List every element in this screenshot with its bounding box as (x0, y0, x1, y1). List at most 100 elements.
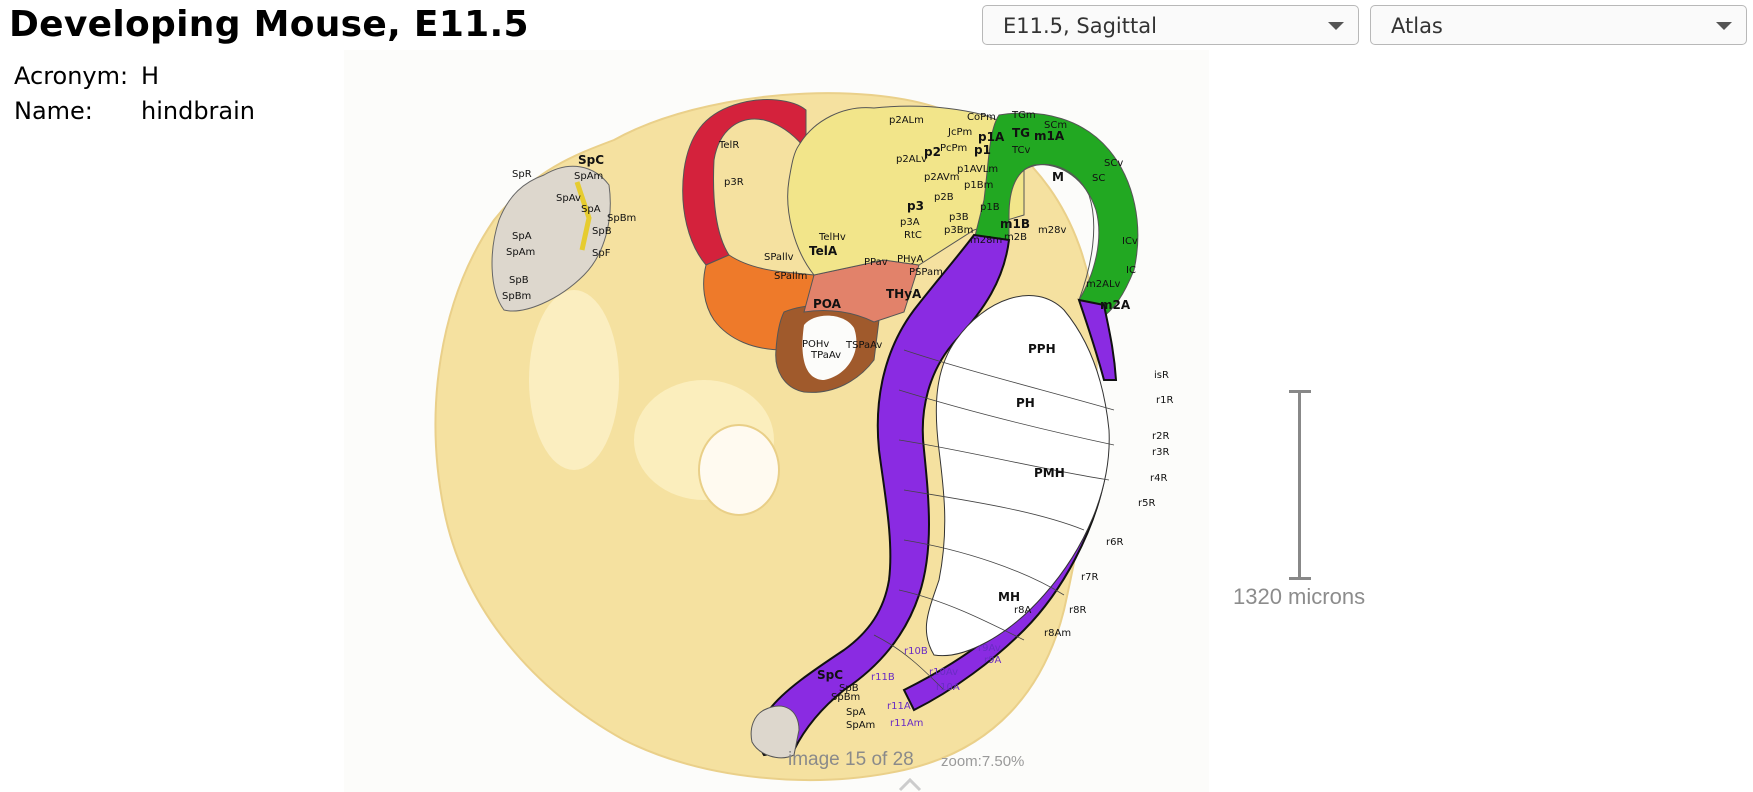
svg-text:SpAm: SpAm (846, 720, 875, 731)
svg-text:m1B: m1B (1000, 217, 1030, 231)
atlas-image-viewer[interactable]: TelR p3R p2ALm CoPm TGm SCm JcPm p1A m1A… (344, 50, 1209, 792)
svg-text:SCv: SCv (1104, 158, 1123, 169)
svg-text:SpAv: SpAv (556, 193, 581, 204)
view-select[interactable]: Atlas (1370, 5, 1747, 45)
svg-text:TSPaAv: TSPaAv (845, 340, 882, 351)
svg-text:p1Bm: p1Bm (964, 180, 993, 191)
page-title: Developing Mouse, E11.5 (9, 4, 529, 45)
svg-text:M: M (1052, 170, 1064, 184)
hindbrain-lumen (925, 295, 1110, 657)
scale-bar-line (1298, 390, 1301, 580)
svg-text:m28v: m28v (1038, 225, 1066, 236)
scale-bar-cap-top (1289, 390, 1311, 393)
spinal-section-upper (491, 165, 611, 312)
svg-text:r8Am: r8Am (1044, 628, 1071, 639)
svg-text:p2ALv: p2ALv (896, 154, 927, 165)
atlas-image: TelR p3R p2ALm CoPm TGm SCm JcPm p1A m1A… (434, 92, 1173, 781)
svg-text:PHyA: PHyA (897, 254, 923, 265)
spinal-section-lower (750, 705, 800, 759)
name-label: Name: (14, 97, 93, 125)
svg-text:r11Am: r11Am (890, 718, 923, 729)
svg-text:IC: IC (1126, 265, 1136, 276)
svg-text:PMH: PMH (1034, 466, 1065, 480)
svg-text:r4R: r4R (1150, 473, 1167, 484)
acronym-value: H (141, 62, 160, 90)
svg-text:SPallm: SPallm (774, 271, 807, 282)
svg-text:r2R: r2R (1152, 431, 1169, 442)
svg-text:r6R: r6R (1106, 537, 1123, 548)
chevron-up-icon[interactable] (898, 776, 922, 792)
svg-text:SpA: SpA (512, 231, 532, 242)
svg-text:ICv: ICv (1122, 236, 1138, 247)
svg-text:r5R: r5R (1138, 498, 1155, 509)
svg-text:SpB: SpB (592, 226, 612, 237)
svg-text:SCm: SCm (1044, 120, 1067, 131)
svg-text:m1A: m1A (1034, 129, 1065, 143)
svg-text:TelR: TelR (718, 140, 739, 151)
section-select[interactable]: E11.5, Sagittal (982, 5, 1359, 45)
spinal-roof (574, 181, 592, 251)
scale-bar-label: 1320 microns (1233, 584, 1366, 609)
section-select-value: E11.5, Sagittal (1003, 14, 1157, 38)
tissue-region (529, 290, 619, 470)
prosomere-region (787, 105, 1025, 276)
svg-text:p3A: p3A (900, 217, 920, 228)
svg-text:SpBm: SpBm (502, 291, 531, 302)
svg-text:m2A: m2A (1100, 298, 1131, 312)
zoom-level: zoom:7.50% (941, 753, 1025, 770)
svg-text:SpBm: SpBm (831, 692, 860, 703)
svg-text:PPav: PPav (864, 257, 888, 268)
svg-text:r9A: r9A (984, 655, 1001, 666)
name-row: Name: hindbrain (14, 94, 255, 129)
svg-text:CoPm: CoPm (967, 112, 996, 123)
prethalamus-region (803, 259, 920, 323)
svg-text:SpC: SpC (578, 153, 604, 167)
svg-text:r8A: r8A (1014, 605, 1031, 616)
svg-text:r3R: r3R (1152, 447, 1169, 458)
region-labels: TelR p3R p2ALm CoPm TGm SCm JcPm p1A m1A… (502, 110, 1173, 731)
svg-text:TPaAv: TPaAv (810, 350, 841, 361)
scale-bar (1289, 390, 1311, 580)
svg-text:POA: POA (813, 297, 842, 311)
svg-text:m28m: m28m (970, 235, 1002, 246)
svg-text:TelHv: TelHv (818, 232, 846, 243)
svg-text:SpA: SpA (581, 204, 601, 215)
svg-text:RtC: RtC (904, 230, 922, 241)
svg-text:r10A: r10A (936, 682, 960, 693)
svg-text:p1: p1 (974, 143, 991, 157)
svg-text:TelA: TelA (809, 244, 838, 258)
svg-text:SpC: SpC (817, 668, 843, 682)
tissue-lumen (698, 424, 780, 516)
structure-info: Acronym: H Name: hindbrain (14, 59, 255, 129)
svg-text:POHv: POHv (802, 339, 829, 350)
svg-text:SpB: SpB (509, 275, 529, 286)
svg-text:SpBm: SpBm (607, 213, 636, 224)
svg-text:m2ALv: m2ALv (1086, 279, 1121, 290)
svg-text:TCv: TCv (1011, 145, 1031, 156)
svg-text:SpAm: SpAm (506, 247, 535, 258)
chevron-down-icon (1716, 22, 1732, 30)
chevron-down-icon (1328, 22, 1344, 30)
midbrain-inner-border (1023, 163, 1095, 301)
svg-text:PPH: PPH (1028, 342, 1056, 356)
svg-text:r11A: r11A (887, 701, 911, 712)
name-value: hindbrain (141, 97, 256, 125)
svg-text:SpR: SpR (512, 169, 532, 180)
svg-text:MH: MH (998, 590, 1020, 604)
svg-text:p1AVLm: p1AVLm (957, 164, 998, 175)
svg-text:p2AVm: p2AVm (924, 172, 960, 183)
svg-text:r8R: r8R (1069, 605, 1086, 616)
view-select-value: Atlas (1391, 14, 1443, 38)
scale-bar-cap-bottom (1289, 577, 1311, 580)
svg-text:isR: isR (1154, 370, 1169, 381)
acronym-label: Acronym: (14, 62, 129, 90)
svg-text:TG: TG (1012, 126, 1030, 140)
svg-text:p2B: p2B (934, 192, 954, 203)
hindbrain-dorsal-band (1077, 298, 1118, 381)
svg-text:p3B: p3B (949, 212, 969, 223)
svg-text:r10B: r10B (904, 646, 928, 657)
svg-text:SpAm: SpAm (574, 171, 603, 182)
svg-text:m2B: m2B (1004, 232, 1027, 243)
svg-text:r9Av: r9Av (978, 643, 1001, 654)
svg-text:p3: p3 (907, 199, 924, 213)
